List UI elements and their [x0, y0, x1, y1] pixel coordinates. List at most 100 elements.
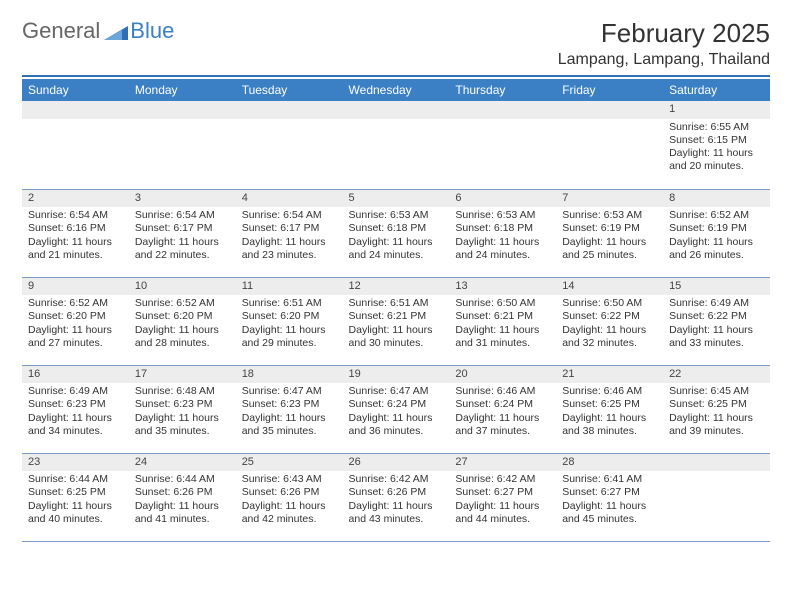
- sunset-line: Sunset: 6:25 PM: [669, 398, 764, 411]
- sunrise-line: Sunrise: 6:49 AM: [669, 297, 764, 310]
- sunrise-line: Sunrise: 6:44 AM: [135, 473, 230, 486]
- page-header: General Blue February 2025 Lampang, Lamp…: [22, 18, 770, 69]
- sunrise-line: Sunrise: 6:53 AM: [562, 209, 657, 222]
- sunrise-line: Sunrise: 6:48 AM: [135, 385, 230, 398]
- sunset-line: Sunset: 6:18 PM: [455, 222, 550, 235]
- daylight-line: Daylight: 11 hours and 29 minutes.: [242, 324, 337, 350]
- calendar-day-cell: [236, 101, 343, 189]
- day-details: Sunrise: 6:44 AMSunset: 6:25 PMDaylight:…: [22, 471, 129, 530]
- day-number: 1: [663, 101, 770, 119]
- brand-logo: General Blue: [22, 18, 174, 44]
- daylight-line: Daylight: 11 hours and 20 minutes.: [669, 147, 764, 173]
- sunset-line: Sunset: 6:19 PM: [669, 222, 764, 235]
- day-number: 11: [236, 278, 343, 296]
- day-details: Sunrise: 6:51 AMSunset: 6:20 PMDaylight:…: [236, 295, 343, 354]
- sunset-line: Sunset: 6:15 PM: [669, 134, 764, 147]
- month-title: February 2025: [558, 18, 770, 49]
- day-number: 23: [22, 454, 129, 472]
- day-number: [449, 101, 556, 119]
- calendar-day-cell: 2Sunrise: 6:54 AMSunset: 6:16 PMDaylight…: [22, 189, 129, 277]
- calendar-day-cell: 15Sunrise: 6:49 AMSunset: 6:22 PMDayligh…: [663, 277, 770, 365]
- day-details: Sunrise: 6:46 AMSunset: 6:25 PMDaylight:…: [556, 383, 663, 442]
- sunrise-line: Sunrise: 6:46 AM: [562, 385, 657, 398]
- daylight-line: Daylight: 11 hours and 30 minutes.: [349, 324, 444, 350]
- sunrise-line: Sunrise: 6:43 AM: [242, 473, 337, 486]
- daylight-line: Daylight: 11 hours and 24 minutes.: [455, 236, 550, 262]
- daylight-line: Daylight: 11 hours and 35 minutes.: [135, 412, 230, 438]
- calendar-day-cell: 7Sunrise: 6:53 AMSunset: 6:19 PMDaylight…: [556, 189, 663, 277]
- day-number: [129, 101, 236, 119]
- sunrise-line: Sunrise: 6:52 AM: [135, 297, 230, 310]
- sunset-line: Sunset: 6:20 PM: [28, 310, 123, 323]
- calendar-day-cell: 14Sunrise: 6:50 AMSunset: 6:22 PMDayligh…: [556, 277, 663, 365]
- weekday-header: Wednesday: [343, 79, 450, 101]
- daylight-line: Daylight: 11 hours and 23 minutes.: [242, 236, 337, 262]
- daylight-line: Daylight: 11 hours and 40 minutes.: [28, 500, 123, 526]
- day-number: 19: [343, 366, 450, 384]
- calendar-week-row: 16Sunrise: 6:49 AMSunset: 6:23 PMDayligh…: [22, 365, 770, 453]
- day-details: Sunrise: 6:45 AMSunset: 6:25 PMDaylight:…: [663, 383, 770, 442]
- weekday-header-row: Sunday Monday Tuesday Wednesday Thursday…: [22, 79, 770, 101]
- day-details: Sunrise: 6:49 AMSunset: 6:22 PMDaylight:…: [663, 295, 770, 354]
- sunrise-line: Sunrise: 6:47 AM: [349, 385, 444, 398]
- day-details: Sunrise: 6:43 AMSunset: 6:26 PMDaylight:…: [236, 471, 343, 530]
- day-details: Sunrise: 6:50 AMSunset: 6:22 PMDaylight:…: [556, 295, 663, 354]
- calendar-day-cell: 23Sunrise: 6:44 AMSunset: 6:25 PMDayligh…: [22, 453, 129, 541]
- calendar-week-row: 9Sunrise: 6:52 AMSunset: 6:20 PMDaylight…: [22, 277, 770, 365]
- sunset-line: Sunset: 6:26 PM: [135, 486, 230, 499]
- sunrise-line: Sunrise: 6:52 AM: [669, 209, 764, 222]
- sunset-line: Sunset: 6:20 PM: [242, 310, 337, 323]
- day-details: Sunrise: 6:41 AMSunset: 6:27 PMDaylight:…: [556, 471, 663, 530]
- location-label: Lampang, Lampang, Thailand: [558, 51, 770, 69]
- weekday-header: Monday: [129, 79, 236, 101]
- day-number: [22, 101, 129, 119]
- day-number: [343, 101, 450, 119]
- day-number: [236, 101, 343, 119]
- day-number: 20: [449, 366, 556, 384]
- daylight-line: Daylight: 11 hours and 44 minutes.: [455, 500, 550, 526]
- day-number: 3: [129, 190, 236, 208]
- day-details: Sunrise: 6:52 AMSunset: 6:20 PMDaylight:…: [129, 295, 236, 354]
- day-details: Sunrise: 6:49 AMSunset: 6:23 PMDaylight:…: [22, 383, 129, 442]
- day-number: 13: [449, 278, 556, 296]
- day-number: [556, 101, 663, 119]
- day-details: Sunrise: 6:52 AMSunset: 6:20 PMDaylight:…: [22, 295, 129, 354]
- day-details: Sunrise: 6:46 AMSunset: 6:24 PMDaylight:…: [449, 383, 556, 442]
- day-details: Sunrise: 6:50 AMSunset: 6:21 PMDaylight:…: [449, 295, 556, 354]
- sunrise-line: Sunrise: 6:54 AM: [28, 209, 123, 222]
- day-number: 5: [343, 190, 450, 208]
- daylight-line: Daylight: 11 hours and 25 minutes.: [562, 236, 657, 262]
- daylight-line: Daylight: 11 hours and 42 minutes.: [242, 500, 337, 526]
- calendar-body: 1Sunrise: 6:55 AMSunset: 6:15 PMDaylight…: [22, 101, 770, 541]
- daylight-line: Daylight: 11 hours and 38 minutes.: [562, 412, 657, 438]
- sunset-line: Sunset: 6:17 PM: [242, 222, 337, 235]
- daylight-line: Daylight: 11 hours and 37 minutes.: [455, 412, 550, 438]
- weekday-header: Friday: [556, 79, 663, 101]
- day-number: 6: [449, 190, 556, 208]
- day-number: 26: [343, 454, 450, 472]
- sunset-line: Sunset: 6:18 PM: [349, 222, 444, 235]
- calendar-table: Sunday Monday Tuesday Wednesday Thursday…: [22, 79, 770, 542]
- day-details: Sunrise: 6:54 AMSunset: 6:17 PMDaylight:…: [236, 207, 343, 266]
- calendar-day-cell: 26Sunrise: 6:42 AMSunset: 6:26 PMDayligh…: [343, 453, 450, 541]
- calendar-day-cell: 11Sunrise: 6:51 AMSunset: 6:20 PMDayligh…: [236, 277, 343, 365]
- calendar-day-cell: 10Sunrise: 6:52 AMSunset: 6:20 PMDayligh…: [129, 277, 236, 365]
- calendar-day-cell: [449, 101, 556, 189]
- sunset-line: Sunset: 6:16 PM: [28, 222, 123, 235]
- day-details: Sunrise: 6:54 AMSunset: 6:17 PMDaylight:…: [129, 207, 236, 266]
- sunset-line: Sunset: 6:21 PM: [349, 310, 444, 323]
- day-number: 18: [236, 366, 343, 384]
- sunset-line: Sunset: 6:26 PM: [242, 486, 337, 499]
- logo-text-general: General: [22, 18, 100, 44]
- day-details: Sunrise: 6:53 AMSunset: 6:18 PMDaylight:…: [449, 207, 556, 266]
- calendar-day-cell: 6Sunrise: 6:53 AMSunset: 6:18 PMDaylight…: [449, 189, 556, 277]
- weekday-header: Tuesday: [236, 79, 343, 101]
- sunset-line: Sunset: 6:27 PM: [455, 486, 550, 499]
- sunset-line: Sunset: 6:21 PM: [455, 310, 550, 323]
- calendar-day-cell: 18Sunrise: 6:47 AMSunset: 6:23 PMDayligh…: [236, 365, 343, 453]
- sunset-line: Sunset: 6:24 PM: [455, 398, 550, 411]
- day-number: 15: [663, 278, 770, 296]
- sunrise-line: Sunrise: 6:42 AM: [349, 473, 444, 486]
- sunset-line: Sunset: 6:25 PM: [562, 398, 657, 411]
- day-details: Sunrise: 6:52 AMSunset: 6:19 PMDaylight:…: [663, 207, 770, 266]
